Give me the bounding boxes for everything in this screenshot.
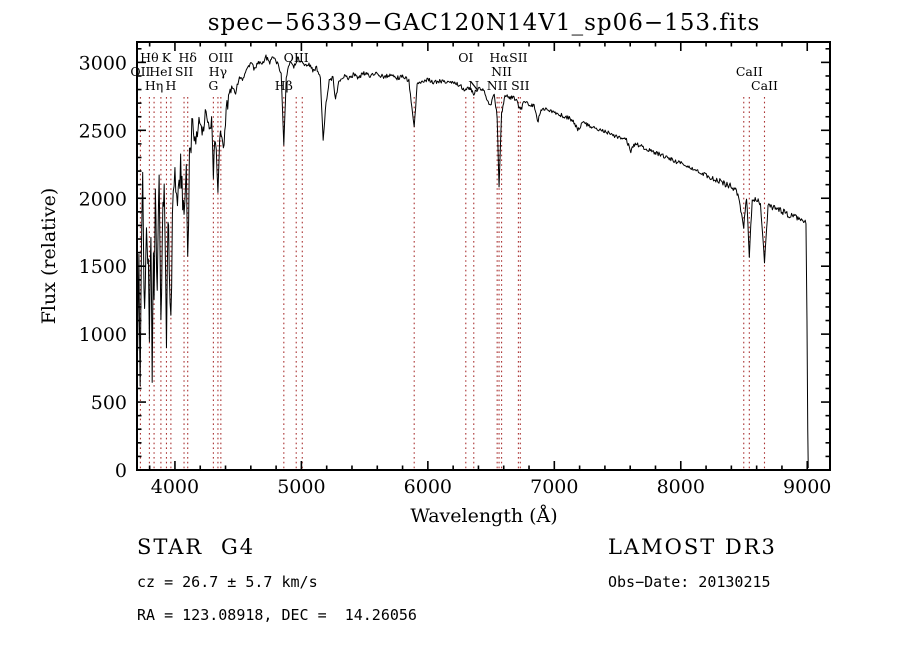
ra-dec-label: RA = 123.08918, DEC = 14.26056 — [137, 606, 417, 624]
spectral-line-label: OII — [130, 64, 150, 79]
x-axis-label: Wavelength (Å) — [410, 505, 557, 527]
y-tick-label: 2000 — [79, 188, 127, 210]
spectral-line-label: OI — [458, 50, 473, 65]
spectral-line-label: NII — [491, 64, 512, 79]
spectral-line-label: H — [165, 78, 176, 93]
figure-title: spec−56339−GAC120N14V1_sp06−153.fits — [208, 10, 761, 36]
spectral-line-label: SII — [175, 64, 194, 79]
x-tick-label: 7000 — [530, 476, 578, 498]
spectral-line-label: OIII — [208, 50, 233, 65]
x-tick-label: 5000 — [277, 476, 325, 498]
y-tick-label: 1500 — [79, 256, 127, 278]
spectrum-line — [137, 54, 809, 468]
spectral-line-label: SII — [509, 50, 528, 65]
spectral-line-label: K — [162, 50, 172, 65]
y-tick-label: 0 — [115, 460, 127, 482]
spectral-line-label: CaII — [736, 64, 763, 79]
spectral-line-label: Hθ — [140, 50, 158, 65]
spectral-line-label: NII — [487, 78, 508, 93]
axes: 4000 5000 6000 7000 8000 9000 0 500 1000 1500 2000… — [79, 41, 831, 498]
spectral-line-label: CaII — [751, 78, 778, 93]
spectral-line-label: Hα — [489, 50, 509, 65]
spectral-line-label: SII — [511, 78, 530, 93]
spectral-line-label: Hβ — [275, 78, 293, 93]
spectral-line-label: N — [468, 78, 479, 93]
plot-border — [136, 41, 831, 471]
obs-date-label: Obs−Date: 20130215 — [608, 573, 771, 591]
object-class-label: STAR — [137, 535, 203, 559]
x-tick-label: 6000 — [404, 476, 452, 498]
spectral-line-label: G — [208, 78, 218, 93]
cz-value-label: cz = 26.7 ± 5.7 km/s — [137, 573, 318, 591]
y-tick-label: 2500 — [79, 120, 127, 142]
object-subclass-label: G4 — [221, 535, 255, 559]
survey-label: LAMOST DR3 — [608, 535, 777, 559]
spectrum-trace — [137, 54, 809, 468]
spectral-line-label: Hη — [145, 78, 163, 93]
spectral-line-label: Hγ — [209, 64, 227, 79]
y-tick-label: 3000 — [79, 52, 127, 74]
x-tick-label: 9000 — [783, 476, 831, 498]
y-axis-label: Flux (relative) — [38, 188, 60, 325]
y-tick-label: 500 — [91, 392, 127, 414]
spectral-line-label: HeI — [149, 64, 172, 79]
x-tick-label: 8000 — [657, 476, 705, 498]
spectral-line-label: OIII — [284, 50, 309, 65]
spectral-line-label: Hδ — [178, 50, 196, 65]
y-tick-label: 1000 — [79, 324, 127, 346]
x-tick-label: 4000 — [151, 476, 199, 498]
